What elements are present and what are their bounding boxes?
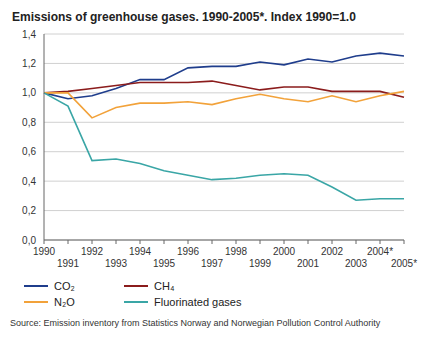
- html-text:N₂O: N₂O: [54, 296, 75, 308]
- svg-text:2003: 2003: [345, 258, 368, 269]
- svg-text:0,0: 0,0: [22, 235, 36, 246]
- svg-text:2004*: 2004*: [367, 246, 393, 257]
- svg-text:1999: 1999: [249, 258, 272, 269]
- svg-text:1996: 1996: [177, 246, 200, 257]
- svg-text:0,8: 0,8: [22, 117, 36, 128]
- svg-text:1,2: 1,2: [22, 58, 36, 69]
- svg-text:1,4: 1,4: [22, 29, 36, 40]
- svg-text:2002: 2002: [321, 246, 344, 257]
- svg-text:2001: 2001: [297, 258, 320, 269]
- html-text:Source: Emission inventory fro: Source: Emission inventory from Statisti…: [10, 318, 381, 328]
- svg-text:0,2: 0,2: [22, 205, 36, 216]
- html-text:Fluorinated gases: Fluorinated gases: [154, 296, 242, 308]
- svg-text:1993: 1993: [105, 258, 128, 269]
- svg-text:2005*: 2005*: [391, 258, 417, 269]
- html-text:CH₄: CH₄: [154, 280, 175, 292]
- svg-text:1991: 1991: [57, 258, 80, 269]
- svg-text:1992: 1992: [81, 246, 104, 257]
- svg-text:1995: 1995: [153, 258, 176, 269]
- svg-text:1998: 1998: [225, 246, 248, 257]
- svg-text:2000: 2000: [273, 246, 296, 257]
- svg-text:1994: 1994: [129, 246, 152, 257]
- svg-text:1,0: 1,0: [22, 87, 36, 98]
- svg-text:0,6: 0,6: [22, 146, 36, 157]
- html-text:CO₂: CO₂: [54, 280, 75, 292]
- svg-text:1997: 1997: [201, 258, 224, 269]
- svg-text:0,4: 0,4: [22, 176, 36, 187]
- svg-text:1990: 1990: [33, 246, 56, 257]
- html-text:Emissions of greenhouse gases.: Emissions of greenhouse gases. 1990-2005…: [12, 10, 356, 24]
